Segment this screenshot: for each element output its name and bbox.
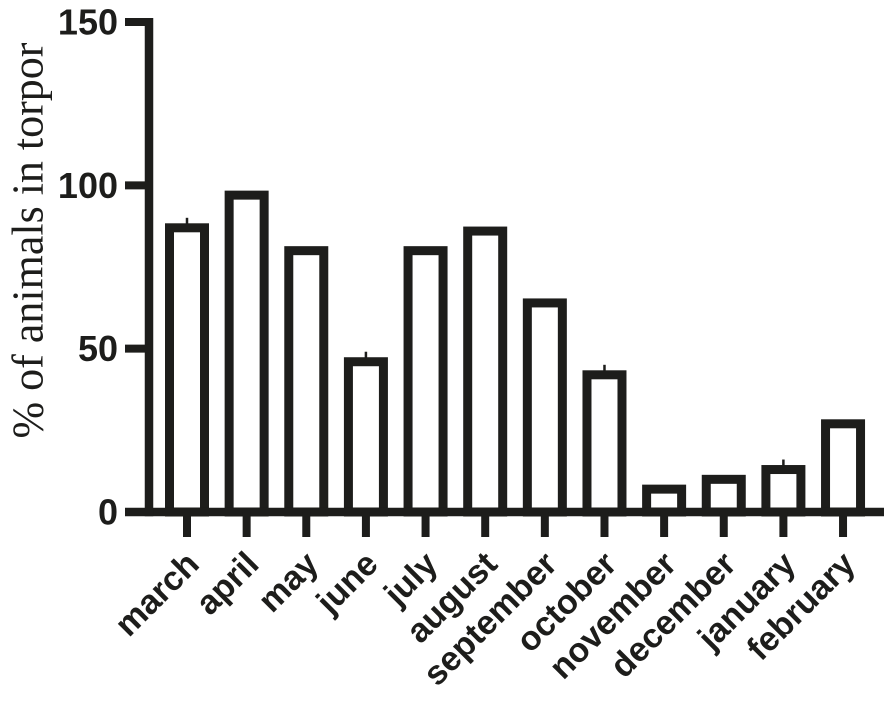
bar-july [403, 246, 448, 517]
bar-february [821, 419, 866, 517]
bar-april [224, 190, 269, 517]
x-tick-label-april: april [189, 545, 267, 623]
bar-january [761, 465, 806, 517]
y-tick-label-0: 0 [98, 492, 118, 533]
y-tick-label-50: 50 [78, 328, 118, 369]
y-tick-label-100: 100 [58, 165, 118, 206]
x-tick-label-may: may [251, 545, 326, 620]
bar-september [522, 298, 567, 517]
bar-august [463, 226, 508, 517]
y-tick-label-150: 150 [58, 2, 118, 43]
bar-october [582, 370, 627, 517]
bar-march [165, 223, 209, 517]
x-tick-label-june: june [309, 545, 386, 622]
bar-june [343, 357, 388, 517]
bar-december [701, 474, 746, 517]
bar-may [284, 246, 329, 517]
